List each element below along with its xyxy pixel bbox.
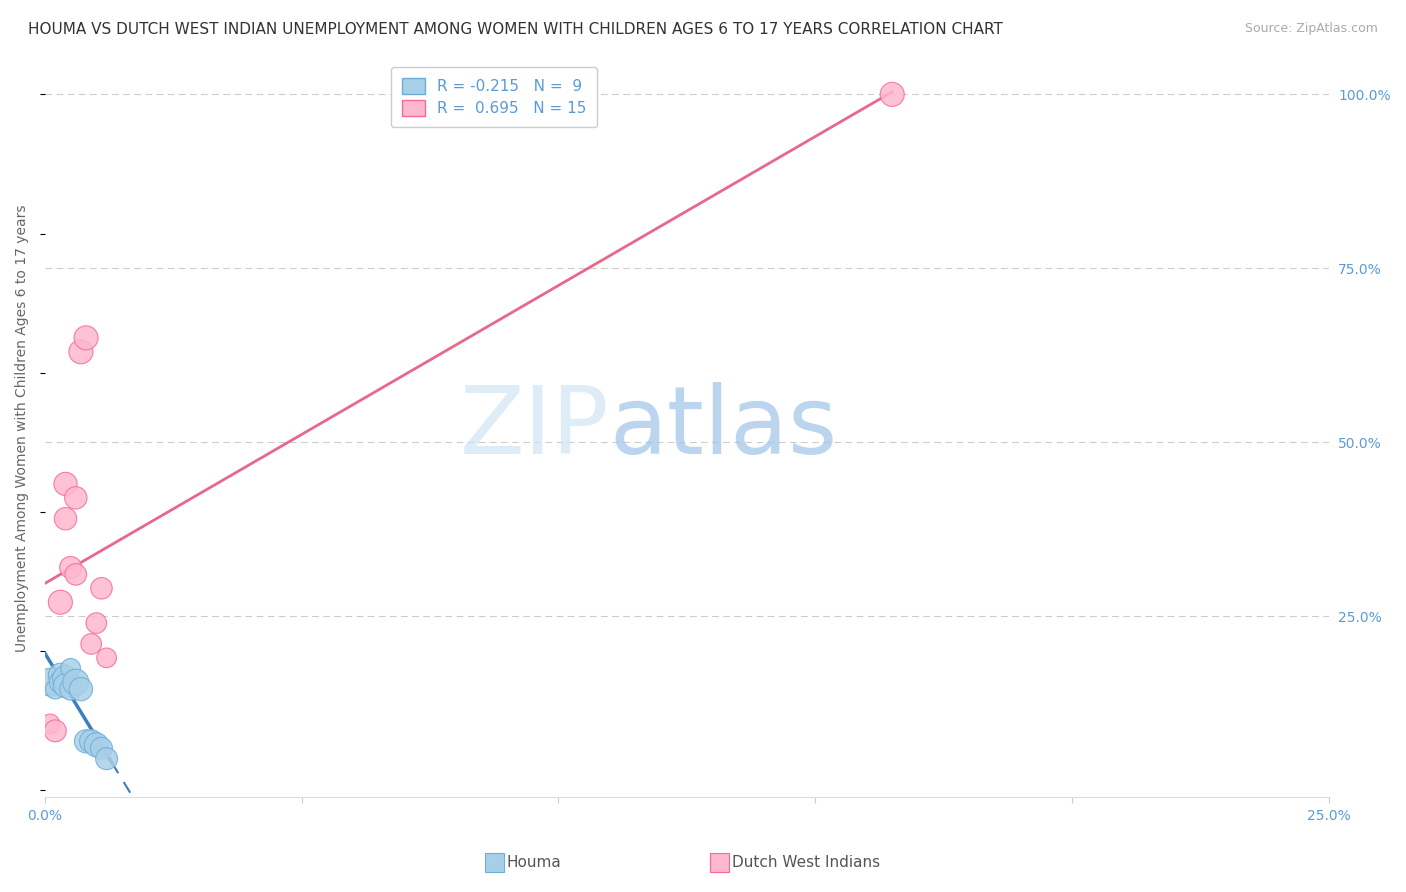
Text: Dutch West Indians: Dutch West Indians [731,855,880,870]
Point [80,734,103,748]
Point [49,595,72,609]
Point [86,738,108,752]
Point [44,682,66,697]
Text: HOUMA VS DUTCH WEST INDIAN UNEMPLOYMENT AMONG WOMEN WITH CHILDREN AGES 6 TO 17 Y: HOUMA VS DUTCH WEST INDIAN UNEMPLOYMENT … [28,22,1002,37]
Legend: R = -0.215   N =  9, R =  0.695   N = 15: R = -0.215 N = 9, R = 0.695 N = 15 [391,67,598,127]
Point [39,717,62,731]
Point [86,616,108,631]
Point [65,567,87,582]
Y-axis label: Unemployment Among Women with Children Ages 6 to 17 years: Unemployment Among Women with Children A… [15,204,30,652]
Point [59,560,82,574]
Point [70,344,93,359]
Text: Houma: Houma [506,855,561,870]
Point [90,582,112,596]
Point [55,512,77,526]
Point [65,491,87,505]
Point [59,661,82,675]
Point [65,675,87,690]
Point [55,679,77,693]
Point [59,682,82,697]
Point [882,87,904,102]
Point [70,682,93,697]
Point [75,331,97,345]
Point [80,637,103,651]
Point [55,672,77,686]
Text: ZIP: ZIP [460,383,610,475]
Text: Source: ZipAtlas.com: Source: ZipAtlas.com [1244,22,1378,36]
Point [75,734,97,748]
Point [49,675,72,690]
Point [49,668,72,682]
Point [55,477,77,491]
Point [90,741,112,756]
Point [96,752,118,766]
Text: atlas: atlas [610,383,838,475]
Point [44,723,66,738]
Point [96,651,118,665]
Point [39,675,62,690]
